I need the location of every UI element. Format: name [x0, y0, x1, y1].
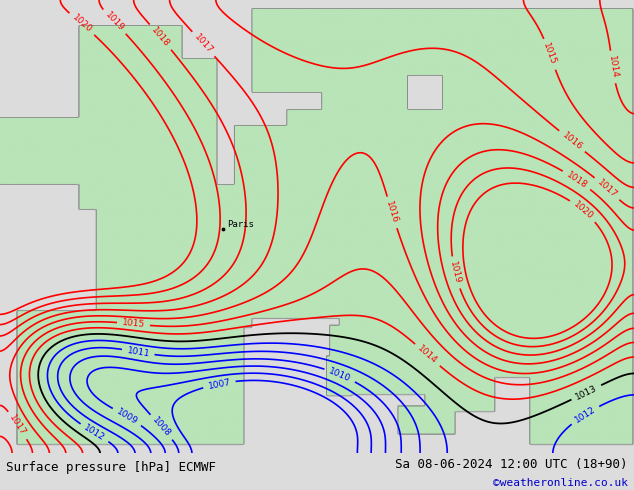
Text: 1018: 1018	[565, 170, 589, 190]
Text: 1016: 1016	[560, 130, 584, 152]
Text: 1009: 1009	[115, 407, 139, 426]
Text: ©weatheronline.co.uk: ©weatheronline.co.uk	[493, 478, 628, 488]
Text: 1007: 1007	[207, 377, 231, 391]
Text: 1008: 1008	[150, 416, 172, 439]
Text: Sa 08-06-2024 12:00 UTC (18+90): Sa 08-06-2024 12:00 UTC (18+90)	[395, 458, 628, 471]
Text: 1015: 1015	[541, 42, 558, 67]
Text: 1012: 1012	[82, 423, 107, 442]
Text: 1017: 1017	[8, 413, 27, 438]
Text: 1020: 1020	[571, 200, 595, 221]
Text: 1013: 1013	[574, 383, 598, 401]
Text: 1010: 1010	[328, 367, 353, 384]
Text: 1019: 1019	[103, 10, 126, 33]
Text: 1017: 1017	[595, 177, 619, 199]
Text: 1014: 1014	[607, 55, 619, 79]
Text: 1020: 1020	[70, 13, 94, 35]
Text: Paris: Paris	[228, 220, 254, 229]
Text: 1019: 1019	[448, 260, 462, 285]
Text: 1017: 1017	[192, 32, 214, 55]
Text: Surface pressure [hPa] ECMWF: Surface pressure [hPa] ECMWF	[6, 462, 216, 474]
Text: 1011: 1011	[126, 346, 150, 358]
Text: 1016: 1016	[384, 200, 399, 225]
Text: 1018: 1018	[150, 25, 171, 49]
Text: 1015: 1015	[122, 318, 145, 329]
Text: 1012: 1012	[573, 405, 597, 425]
Text: 1014: 1014	[416, 344, 439, 366]
